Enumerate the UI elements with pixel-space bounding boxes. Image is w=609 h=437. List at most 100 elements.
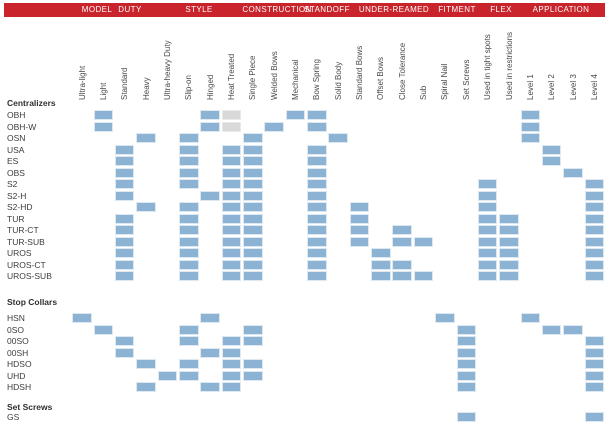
matrix-cell (200, 110, 220, 120)
matrix-cell (114, 167, 135, 178)
matrix-cell (243, 336, 263, 346)
matrix-cell (349, 225, 370, 235)
matrix-cell (584, 271, 605, 281)
column-header-solid-body: Solid Body (333, 61, 343, 100)
matrix-cell (221, 167, 242, 178)
row-label-osn: OSN (7, 133, 26, 143)
row-label-usa: USA (7, 144, 25, 155)
column-header-used-in-restrictions: Used in restrictions (504, 31, 514, 100)
matrix-cell (136, 382, 156, 392)
matrix-cell (456, 336, 477, 346)
matrix-cell (157, 370, 178, 381)
section-label-duty: DUTY (118, 5, 142, 14)
group-header-set-screws: Set Screws (7, 401, 53, 412)
matrix-cell (93, 324, 114, 335)
row-label-s2-hd: S2-HD (7, 202, 33, 212)
matrix-cell (307, 259, 327, 270)
matrix-cell (584, 382, 605, 392)
matrix-cell (477, 225, 498, 235)
matrix-cell (584, 202, 605, 212)
matrix-cell (243, 167, 263, 178)
matrix-cell (307, 190, 327, 201)
matrix-cell (178, 202, 199, 212)
section-label-under-reamed: UNDER-REAMED (358, 5, 430, 14)
column-header-offset-bows: Offset Bows (376, 57, 386, 100)
matrix-cell (221, 179, 242, 189)
column-header-single-piece: Single Piece (248, 55, 258, 100)
matrix-cell (136, 133, 156, 143)
matrix-cell (477, 236, 498, 247)
matrix-cell (114, 225, 135, 235)
matrix-cell (243, 248, 263, 258)
matrix-cell (221, 347, 242, 358)
section-label-flex: FLEX (490, 5, 512, 14)
row-label-hdso: HDSO (7, 359, 32, 369)
row-label-obh-w: OBH-W (7, 121, 37, 132)
matrix-cell (584, 225, 605, 235)
row-label-uhd: UHD (7, 370, 26, 381)
column-header-used-in-tight-spots: Used in tight spots (483, 34, 493, 100)
matrix-cell (456, 347, 477, 358)
row-label-obs: OBS (7, 167, 25, 178)
matrix-cell (114, 213, 135, 224)
row-label-es: ES (7, 156, 19, 166)
matrix-cell (243, 144, 263, 155)
matrix-cell (499, 259, 519, 270)
matrix-cell (221, 202, 242, 212)
matrix-cell (243, 190, 263, 201)
matrix-cell (221, 248, 242, 258)
column-header-bow-spring: Bow Spring (312, 59, 322, 100)
matrix-cell (178, 324, 199, 335)
matrix-cell (221, 236, 242, 247)
matrix-cell (456, 324, 477, 335)
matrix-cell (243, 133, 263, 143)
matrix-cell (584, 213, 605, 224)
matrix-cell (178, 144, 199, 155)
row-label-00so: 00SO (7, 336, 29, 346)
matrix-cell (541, 156, 562, 166)
matrix-cell (114, 179, 135, 189)
row-label-s2: S2 (7, 179, 18, 189)
matrix-cell (392, 259, 413, 270)
row-label-0so: 0SO (7, 324, 25, 335)
matrix-cell (178, 167, 199, 178)
row-label-00sh: 00SH (7, 347, 29, 358)
matrix-cell (200, 347, 220, 358)
matrix-cell (477, 271, 498, 281)
matrix-cell (499, 271, 519, 281)
matrix-cell (114, 259, 135, 270)
matrix-cell (221, 359, 242, 369)
matrix-cell (584, 411, 605, 422)
column-header-heat-treated: Heat Treated (226, 53, 236, 100)
matrix-cell (221, 259, 242, 270)
matrix-cell (477, 248, 498, 258)
column-header-welded-bows: Welded Bows (269, 51, 279, 100)
matrix-cell (584, 190, 605, 201)
column-header-ultra-light: Ultra-light (77, 65, 87, 100)
matrix-cell (456, 411, 477, 422)
matrix-cell (413, 271, 434, 281)
matrix-cell (541, 324, 562, 335)
matrix-cell (221, 144, 242, 155)
row-label-uros-sub: UROS-SUB (7, 271, 52, 281)
column-header-slip-on: Slip-on (184, 75, 194, 100)
column-header-level-1: Level 1 (525, 74, 535, 100)
matrix-cell (563, 167, 583, 178)
matrix-cell (243, 236, 263, 247)
matrix-cell (520, 133, 541, 143)
section-label-style: STYLE (185, 5, 213, 14)
matrix-cell (307, 156, 327, 166)
matrix-cell (456, 370, 477, 381)
matrix-cell (584, 179, 605, 189)
matrix-cell (563, 324, 583, 335)
matrix-cell (221, 370, 242, 381)
row-label-uros-ct: UROS-CT (7, 259, 46, 270)
matrix-cell (307, 167, 327, 178)
group-header-centralizers: Centralizers (7, 98, 56, 108)
column-header-spiral-nail: Spiral Nail (440, 63, 450, 100)
column-header-mechanical: Mechanical (291, 59, 300, 100)
matrix-cell (114, 347, 135, 358)
matrix-cell (93, 121, 114, 132)
matrix-cell (584, 259, 605, 270)
